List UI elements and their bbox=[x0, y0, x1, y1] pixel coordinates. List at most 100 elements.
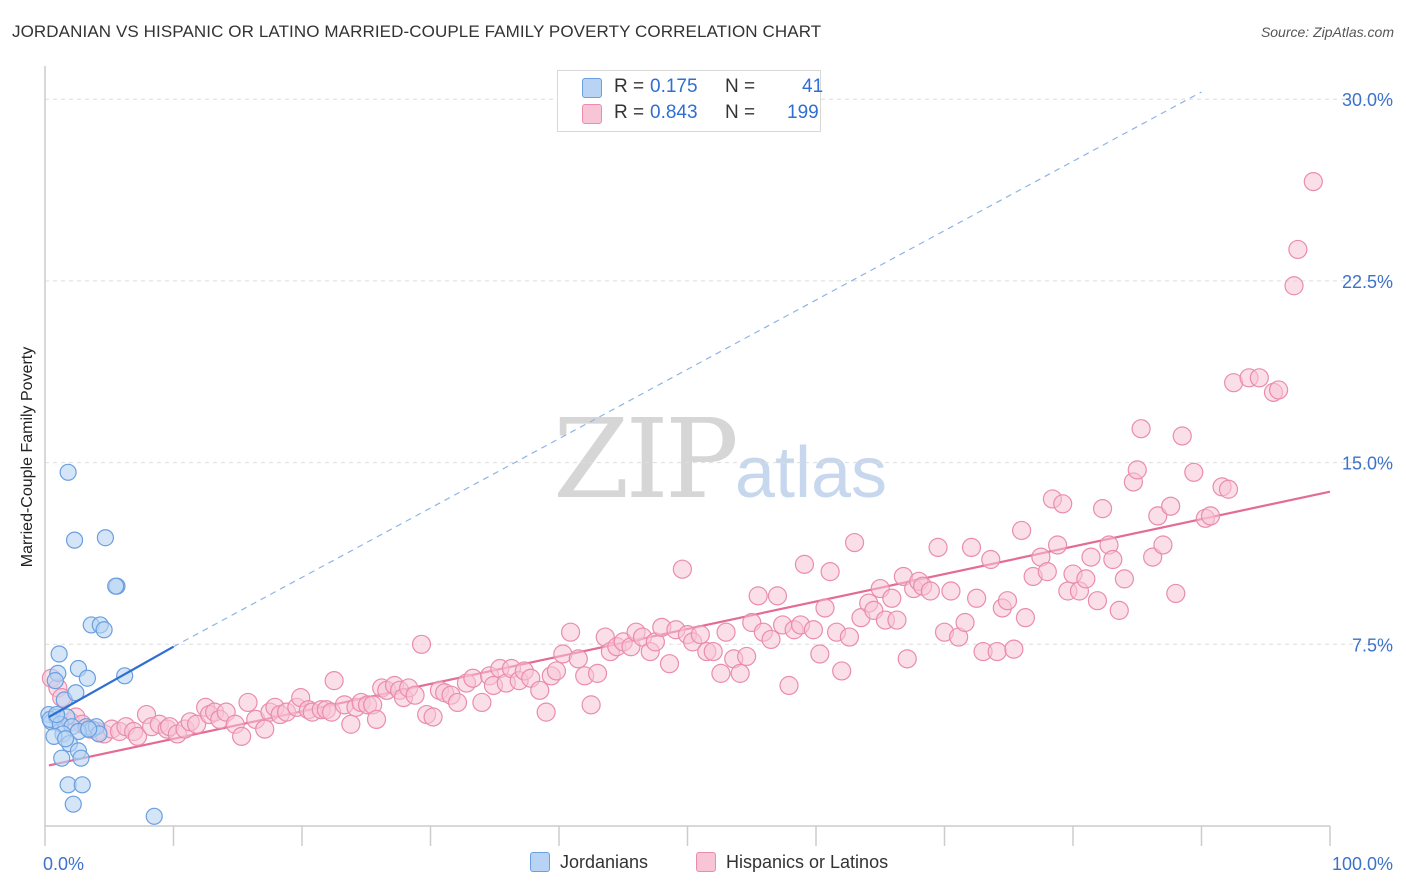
legend-swatch-jordanians bbox=[582, 78, 602, 98]
hispanic-point bbox=[690, 625, 710, 645]
hispanic-point bbox=[839, 627, 860, 647]
hispanic-point bbox=[794, 554, 815, 574]
hispanic-point bbox=[1015, 608, 1036, 628]
hispanic-point bbox=[844, 532, 865, 553]
hispanic-point bbox=[961, 537, 982, 558]
hispanic-point bbox=[1127, 460, 1147, 480]
y-tick-label: 15.0% bbox=[1342, 454, 1393, 474]
hispanic-point bbox=[536, 702, 556, 722]
hispanic-point bbox=[1076, 569, 1096, 589]
hispanic-point bbox=[967, 588, 987, 608]
axes bbox=[44, 66, 1331, 846]
jordanian-point bbox=[107, 577, 125, 595]
hispanic-point bbox=[366, 709, 387, 730]
hispanic-point bbox=[815, 598, 835, 618]
hispanic-point bbox=[232, 726, 252, 746]
y-tick-label: 7.5% bbox=[1352, 635, 1393, 655]
x-tick-label-min: 0.0% bbox=[43, 854, 84, 874]
hispanic-point bbox=[1288, 239, 1308, 260]
legend-n-value: 41 bbox=[802, 76, 824, 97]
legend-n-label: N = bbox=[725, 102, 756, 123]
hispanic-point bbox=[1087, 591, 1108, 611]
hispanic-point bbox=[1011, 520, 1032, 541]
hispanic-point bbox=[803, 620, 824, 640]
jordanian-point bbox=[72, 749, 90, 767]
jordanian-trend-extrapolated bbox=[173, 91, 1202, 648]
jordanian-point bbox=[95, 621, 113, 639]
jordanian-point bbox=[73, 776, 91, 794]
hispanic-point bbox=[472, 692, 492, 713]
hispanic-point bbox=[1092, 499, 1113, 519]
jordanian-points bbox=[40, 463, 175, 825]
hispanic-point bbox=[560, 622, 581, 642]
hispanic-point bbox=[716, 622, 736, 642]
hispanic-point bbox=[703, 641, 723, 662]
hispanic-point bbox=[659, 654, 680, 674]
jordanian-point bbox=[53, 749, 71, 767]
hispanic-point bbox=[981, 549, 1001, 570]
y-tick-label: 30.0% bbox=[1342, 90, 1393, 110]
jordanian-point bbox=[64, 795, 82, 813]
hispanic-point bbox=[1047, 535, 1068, 555]
bottom-legend-hispanics: Hispanics or Latinos bbox=[696, 852, 888, 873]
hispanic-point bbox=[887, 610, 907, 630]
chart-title: JORDANIAN VS HISPANIC OR LATINO MARRIED-… bbox=[12, 22, 822, 41]
hispanic-point bbox=[987, 641, 1007, 662]
hispanic-point bbox=[737, 646, 757, 667]
correlation-legend: R = 0.175 N = 41 R = 0.843 N = 199 bbox=[557, 70, 824, 132]
hispanic-point bbox=[581, 695, 601, 715]
watermark-zip: ZIP bbox=[553, 395, 739, 523]
jordanian-point bbox=[56, 730, 75, 748]
hispanic-point bbox=[423, 707, 443, 727]
hispanic-point bbox=[1303, 171, 1323, 192]
legend-n-label: N = bbox=[725, 76, 756, 97]
hispanic-point bbox=[341, 714, 361, 734]
hispanic-point bbox=[1218, 479, 1239, 499]
legend-swatch-hispanics bbox=[582, 104, 602, 124]
hispanic-point bbox=[882, 588, 902, 608]
hispanic-point bbox=[587, 663, 608, 683]
hispanic-point bbox=[1053, 494, 1073, 514]
legend-r-label: R = bbox=[614, 76, 645, 97]
hispanic-point bbox=[1114, 569, 1135, 589]
hispanic-point bbox=[447, 692, 468, 713]
hispanic-point bbox=[405, 685, 425, 705]
jordanian-point bbox=[96, 529, 114, 547]
jordanian-point bbox=[50, 645, 68, 663]
x-tick-label-max: 100.0% bbox=[1332, 854, 1393, 874]
hispanic-point bbox=[1161, 496, 1181, 516]
hispanic-point bbox=[820, 562, 840, 582]
hispanic-point bbox=[1268, 380, 1289, 400]
hispanic-point bbox=[1284, 276, 1304, 296]
tick-labels: 7.5% 15.0% 22.5% 30.0% 0.0% 100.0% bbox=[43, 90, 1393, 874]
hispanic-point bbox=[546, 661, 567, 681]
hispanic-point bbox=[941, 581, 961, 601]
bottom-legend-swatch-hispanics bbox=[696, 852, 716, 872]
hispanic-point bbox=[255, 719, 275, 739]
hispanic-point bbox=[127, 726, 148, 746]
hispanic-point bbox=[730, 663, 750, 683]
hispanic-point bbox=[955, 612, 975, 633]
y-tick-label: 22.5% bbox=[1342, 272, 1393, 292]
hispanic-point bbox=[767, 586, 788, 606]
legend-r-value: 0.843 bbox=[650, 102, 698, 123]
legend-r-label: R = bbox=[614, 102, 645, 123]
hispanic-point bbox=[1184, 462, 1204, 482]
hispanic-point bbox=[1109, 600, 1129, 620]
hispanic-point bbox=[1103, 549, 1123, 570]
hispanic-point bbox=[187, 714, 207, 734]
hispanic-point bbox=[672, 559, 692, 579]
watermark-atlas: atlas bbox=[734, 433, 887, 513]
jordanian-point bbox=[78, 669, 97, 687]
jordanian-point bbox=[80, 720, 98, 738]
jordanian-point bbox=[145, 807, 163, 825]
hispanic-point bbox=[1148, 506, 1168, 526]
hispanic-point bbox=[748, 586, 768, 606]
hispanic-point bbox=[530, 680, 550, 700]
hispanic-point bbox=[238, 692, 258, 713]
hispanic-point bbox=[1004, 639, 1024, 659]
hispanic-point bbox=[1153, 535, 1173, 555]
jordanian-point bbox=[46, 672, 64, 690]
hispanic-point bbox=[832, 661, 852, 681]
